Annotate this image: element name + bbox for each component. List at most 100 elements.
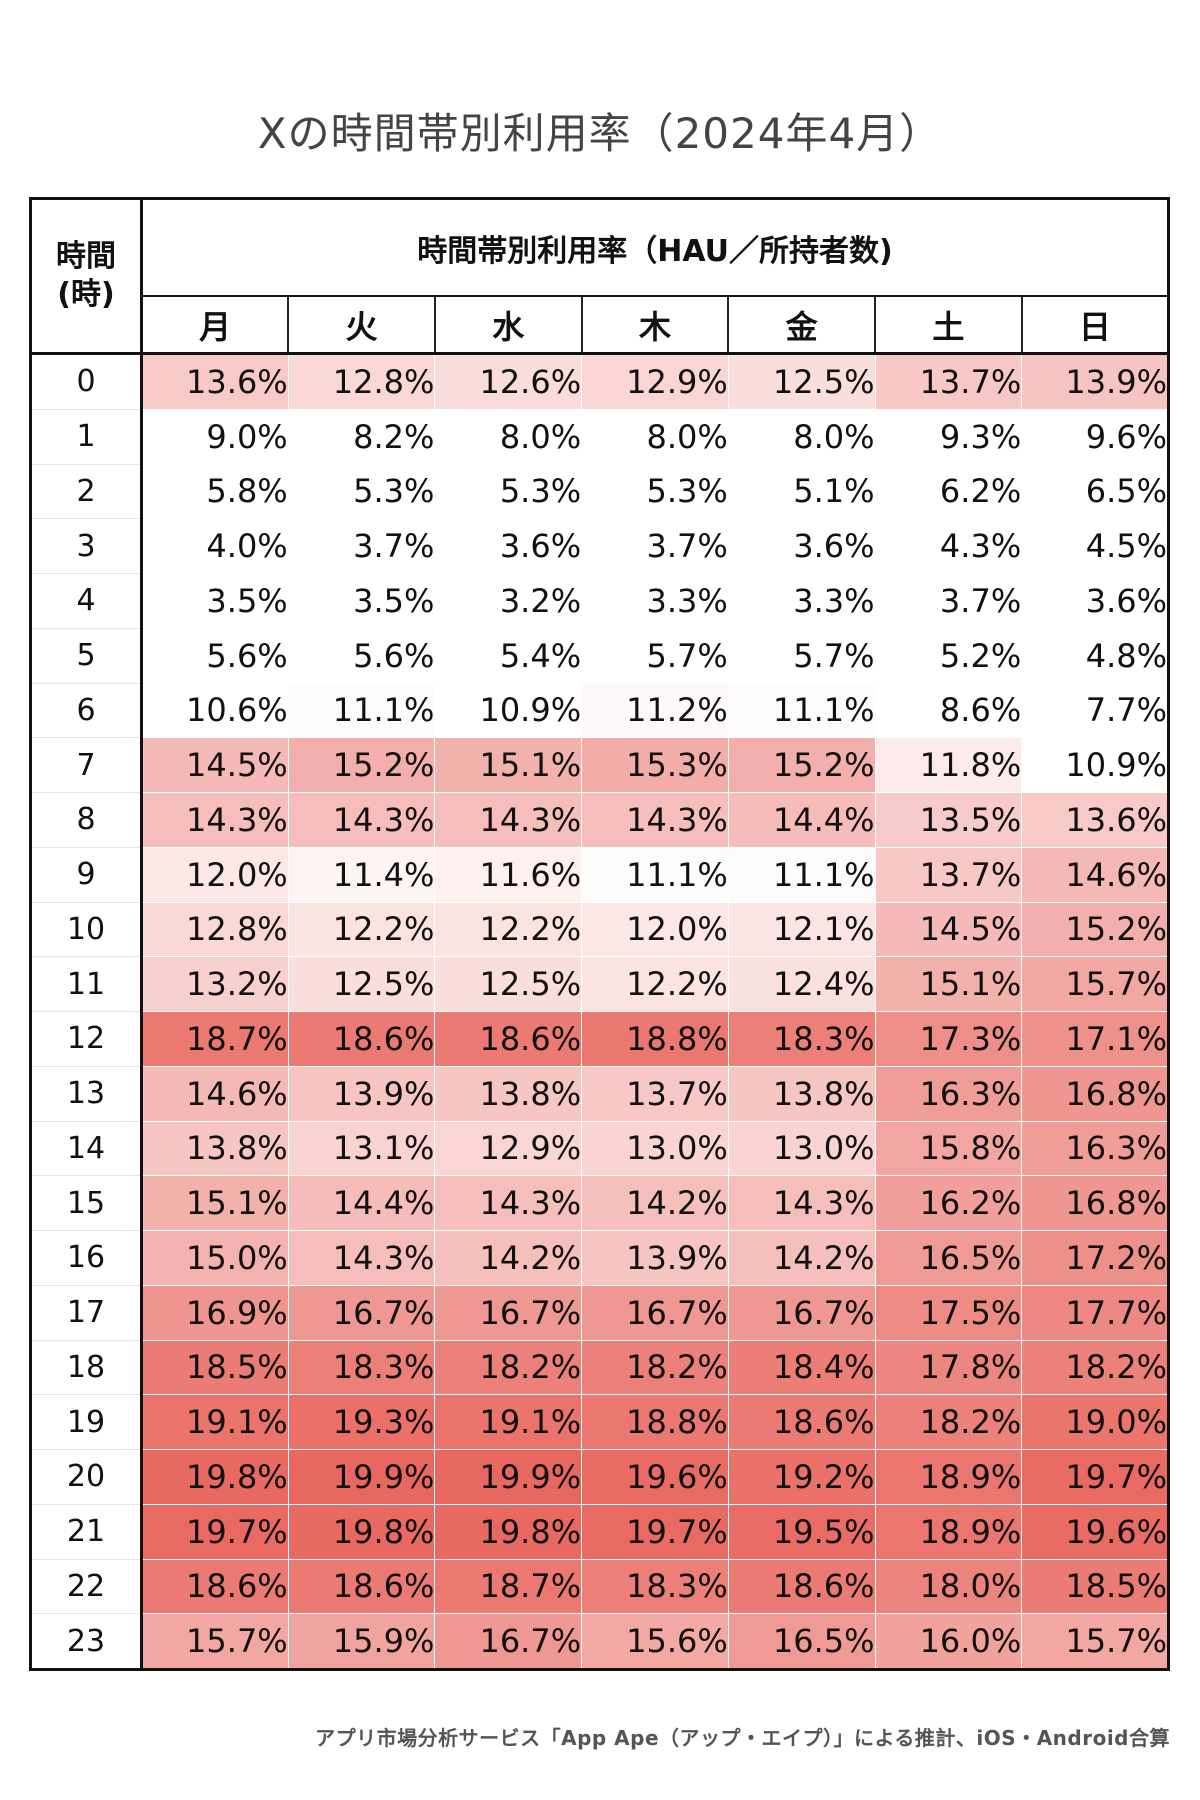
heat-cell: 14.6% [141,1066,289,1122]
heat-cell: 13.0% [727,1121,876,1177]
heat-cell: 9.0% [141,409,289,465]
table-row: 20 19.8% 19.9% 19.9% 19.6% 19.2% 18.9% 19.7% [29,1449,1170,1505]
heat-cell: 18.0% [874,1559,1022,1615]
hour-label: 5 [29,628,143,684]
heat-cell: 12.2% [434,902,582,958]
heat-cell: 11.1% [581,847,729,903]
table-row: 12 18.7% 18.6% 18.6% 18.8% 18.3% 17.3% 17.1% [29,1011,1170,1067]
heat-cell: 11.4% [287,847,435,903]
heat-cell: 16.8% [1021,1175,1170,1231]
heat-cell: 14.6% [1021,847,1170,903]
heat-cell: 18.3% [581,1559,729,1615]
heat-cell: 12.2% [287,902,435,958]
heat-cell: 5.6% [141,628,289,684]
heat-cell: 12.9% [434,1121,582,1177]
table-row: 4 3.5% 3.5% 3.2% 3.3% 3.3% 3.7% 3.6% [29,573,1170,629]
heat-cell: 8.0% [727,409,876,465]
heat-cell: 5.6% [287,628,435,684]
heat-cell: 15.9% [287,1613,435,1671]
heat-cell: 13.7% [581,1066,729,1122]
table-row: 23 15.7% 15.9% 16.7% 15.6% 16.5% 16.0% 15.7% [29,1613,1170,1671]
day-header-1: 火 [287,296,435,355]
heat-cell: 13.9% [581,1230,729,1286]
heat-cell: 3.7% [287,518,435,574]
heat-cell: 16.7% [287,1285,435,1341]
heat-cell: 14.3% [287,792,435,848]
hour-label: 23 [29,1613,143,1671]
heat-cell: 18.5% [1021,1559,1170,1615]
heat-cell: 15.8% [874,1121,1022,1177]
hour-label: 16 [29,1230,143,1286]
heat-cell: 13.6% [141,353,289,410]
heatmap-table: 時間 (時) 時間帯別利用率（HAU／所持者数) 月火水木金土日 0 13.6% 1… [29,197,1170,1671]
heat-cell: 14.3% [434,1175,582,1231]
heat-cell: 18.9% [874,1449,1022,1505]
heat-cell: 17.7% [1021,1285,1170,1341]
heat-cell: 14.2% [581,1175,729,1231]
day-header-5: 土 [874,296,1022,355]
hour-label: 8 [29,792,143,848]
source-footnote: アプリ市場分析サービス「App Ape（アップ・エイプ）」による推計、iOS・A… [315,1726,1170,1750]
heat-cell: 5.7% [581,628,729,684]
heat-cell: 12.1% [727,902,876,958]
heat-cell: 18.5% [141,1340,289,1396]
heat-cell: 3.6% [1021,573,1170,629]
heat-cell: 16.7% [434,1613,582,1671]
heat-cell: 15.1% [874,956,1022,1012]
heat-cell: 18.6% [287,1559,435,1615]
heat-cell: 14.5% [874,902,1022,958]
heat-cell: 19.1% [141,1394,289,1450]
heat-cell: 4.0% [141,518,289,574]
table-row: 9 12.0% 11.4% 11.6% 11.1% 11.1% 13.7% 14.6% [29,847,1170,903]
heat-cell: 9.3% [874,409,1022,465]
heat-cell: 14.3% [141,792,289,848]
heat-cell: 8.0% [434,409,582,465]
heat-cell: 3.6% [727,518,876,574]
heat-cell: 19.8% [287,1504,435,1560]
heat-cell: 3.2% [434,573,582,629]
table-row: 11 13.2% 12.5% 12.5% 12.2% 12.4% 15.1% 15.7% [29,956,1170,1012]
hour-label: 7 [29,737,143,793]
heat-cell: 16.7% [434,1285,582,1341]
heat-cell: 15.7% [1021,956,1170,1012]
table-row: 15 15.1% 14.4% 14.3% 14.2% 14.3% 16.2% 16.8% [29,1175,1170,1231]
heat-cell: 13.2% [141,956,289,1012]
heat-cell: 6.2% [874,464,1022,520]
heat-cell: 19.8% [141,1449,289,1505]
heat-cell: 3.5% [141,573,289,629]
hour-label: 18 [29,1340,143,1396]
table-row: 7 14.5% 15.2% 15.1% 15.3% 15.2% 11.8% 10.9% [29,737,1170,793]
table-row: 17 16.9% 16.7% 16.7% 16.7% 16.7% 17.5% 17.7% [29,1285,1170,1341]
hour-label: 11 [29,956,143,1012]
heat-cell: 13.1% [287,1121,435,1177]
hour-label: 1 [29,409,143,465]
heat-cell: 12.5% [434,956,582,1012]
heat-cell: 13.8% [727,1066,876,1122]
heat-cell: 3.6% [434,518,582,574]
heat-cell: 17.5% [874,1285,1022,1341]
heat-cell: 12.8% [287,353,435,410]
heat-cell: 16.5% [727,1613,876,1671]
heat-cell: 14.3% [727,1175,876,1231]
hour-label: 19 [29,1394,143,1450]
heat-cell: 19.6% [1021,1504,1170,1560]
heat-cell: 18.7% [434,1559,582,1615]
hour-label: 0 [29,353,143,410]
heat-cell: 13.9% [287,1066,435,1122]
heat-cell: 16.2% [874,1175,1022,1231]
heat-cell: 12.8% [141,902,289,958]
heat-cell: 10.9% [1021,737,1170,793]
heat-cell: 12.5% [727,353,876,410]
heat-cell: 19.3% [287,1394,435,1450]
heat-cell: 14.3% [287,1230,435,1286]
heat-cell: 15.3% [581,737,729,793]
day-header-row: 月火水木金土日 [31,296,1170,355]
heat-cell: 16.7% [727,1285,876,1341]
table-row: 2 5.8% 5.3% 5.3% 5.3% 5.1% 6.2% 6.5% [29,464,1170,520]
table-row: 14 13.8% 13.1% 12.9% 13.0% 13.0% 15.8% 16.3% [29,1121,1170,1177]
row-header-hour: 時間 (時) [29,197,143,355]
heat-cell: 16.8% [1021,1066,1170,1122]
heat-cell: 6.5% [1021,464,1170,520]
day-header-2: 水 [433,296,582,355]
table-row: 13 14.6% 13.9% 13.8% 13.7% 13.8% 16.3% 16.8% [29,1066,1170,1122]
